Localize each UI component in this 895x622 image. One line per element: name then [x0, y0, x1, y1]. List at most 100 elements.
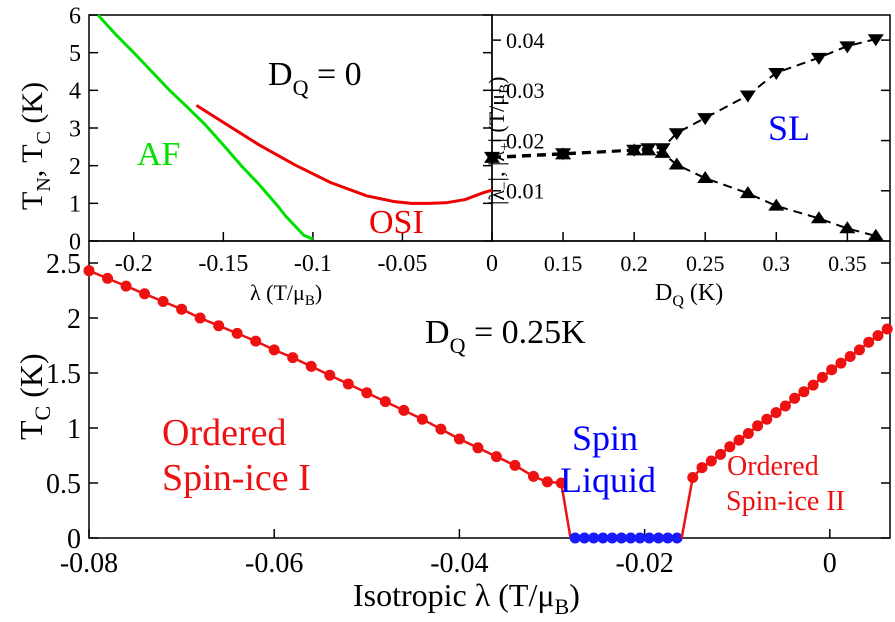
data-point — [597, 532, 609, 544]
x-tick-label: 0.2 — [620, 251, 648, 276]
x-tick-label: 0 — [823, 548, 837, 579]
top-right-ticks: 0.15 0.2 0.25 0.3 0.35 0.01 0.02 0.03 0.04 — [492, 28, 890, 276]
data-point — [643, 532, 655, 544]
data-point — [139, 288, 151, 300]
top-right-xlabel: DQ (K) — [655, 280, 723, 310]
data-point — [770, 407, 782, 419]
data-point — [798, 386, 810, 398]
sl-label: SL — [768, 108, 810, 148]
x-tick-label: 0.3 — [763, 251, 791, 276]
marker-point — [626, 143, 643, 156]
data-point — [509, 459, 521, 471]
osi2-label-line2: Spin-ice II — [726, 486, 845, 517]
data-point — [816, 371, 828, 383]
data-point — [733, 434, 745, 446]
data-point — [324, 369, 336, 381]
y-tick-label: 0.01 — [506, 178, 545, 203]
data-point — [194, 312, 206, 324]
y-tick-label: 2 — [67, 304, 81, 335]
data-point — [615, 532, 627, 544]
data-point — [715, 448, 727, 460]
data-point — [863, 336, 875, 348]
x-tick-label: -0.1 — [294, 251, 332, 277]
data-point — [671, 532, 683, 544]
data-point — [527, 470, 539, 482]
data-point — [578, 532, 590, 544]
data-point — [157, 296, 169, 307]
data-point — [120, 280, 132, 292]
data-point — [625, 532, 637, 544]
x-tick-label: -0.2 — [115, 251, 153, 277]
data-point — [872, 330, 884, 342]
x-tick-label: 0.35 — [828, 251, 867, 276]
data-point — [342, 378, 354, 390]
top-left-xlabel: λ (T/μB) — [250, 280, 322, 309]
data-point — [724, 441, 736, 453]
af-label: AF — [137, 136, 180, 173]
y-tick-label: 0 — [69, 229, 81, 255]
data-point — [696, 462, 708, 474]
marker-point — [810, 211, 827, 224]
y-tick-label: 0.04 — [506, 28, 545, 53]
data-point — [231, 327, 243, 339]
data-point — [268, 344, 280, 356]
x-tick-label: -0.08 — [60, 548, 118, 579]
data-point — [835, 357, 847, 369]
y-tick-label: 1 — [67, 414, 81, 445]
y-tick-label: 2.5 — [46, 249, 81, 280]
top-right-ylabel: |λ−|, |λ+| (T/μB) — [484, 77, 513, 205]
marker-point — [640, 143, 657, 156]
marker-point — [768, 67, 785, 80]
data-point — [379, 396, 391, 408]
marker-point — [839, 221, 856, 234]
marker-point — [810, 52, 827, 65]
bottom-xlabel: Isotropic λ (T/μB) — [353, 577, 580, 619]
data-point — [83, 265, 95, 277]
x-tick-label: 0.25 — [686, 251, 725, 276]
data-point — [472, 442, 484, 454]
data-point — [705, 455, 717, 467]
top-right-series — [484, 34, 884, 241]
data-point — [807, 379, 819, 391]
marker-point — [484, 150, 500, 163]
x-tick-label: -0.05 — [377, 251, 427, 277]
data-point — [634, 532, 646, 544]
series-line-af — [96, 13, 314, 241]
marker-point — [668, 157, 685, 170]
marker-point — [768, 198, 785, 211]
data-point — [176, 303, 188, 315]
sl-region-label-line2: Liquid — [560, 460, 656, 500]
data-point — [761, 413, 773, 425]
y-tick-label: 3 — [69, 116, 81, 142]
bottom-ylabel: TC (K) — [13, 353, 55, 440]
x-tick-label: -0.02 — [615, 548, 673, 579]
data-point — [742, 428, 754, 439]
marker-point — [839, 41, 856, 54]
x-tick-label: 0.15 — [544, 251, 583, 276]
marker-point — [739, 186, 756, 199]
data-point — [844, 351, 856, 362]
y-tick-label: 0.02 — [506, 128, 545, 153]
top-left-frame — [88, 14, 493, 242]
data-point — [687, 472, 699, 483]
y-tick-label: 1.5 — [46, 359, 81, 390]
data-point — [213, 320, 225, 332]
y-tick-label: 0 — [67, 524, 81, 555]
top-left-ticks: -0.2 -0.15 -0.1 -0.05 0 0 1 2 3 4 5 6 — [69, 3, 498, 277]
x-tick-label: 0 — [486, 251, 498, 277]
bottom-ticks: -0.08 -0.06 -0.04 -0.02 0 0 0.5 1 1.5 2 2.5 — [46, 249, 890, 579]
data-point — [361, 387, 373, 399]
y-tick-label: 5 — [69, 41, 81, 67]
marker-point — [697, 171, 714, 184]
data-point — [305, 360, 317, 372]
data-point — [779, 400, 791, 412]
data-point — [789, 392, 801, 404]
top-left-series — [96, 13, 493, 241]
data-point — [250, 335, 262, 347]
x-tick-label: -0.15 — [198, 251, 248, 277]
osi-label: OSI — [369, 204, 424, 241]
marker-point — [867, 34, 884, 47]
data-point — [881, 323, 893, 335]
data-point — [652, 532, 664, 544]
